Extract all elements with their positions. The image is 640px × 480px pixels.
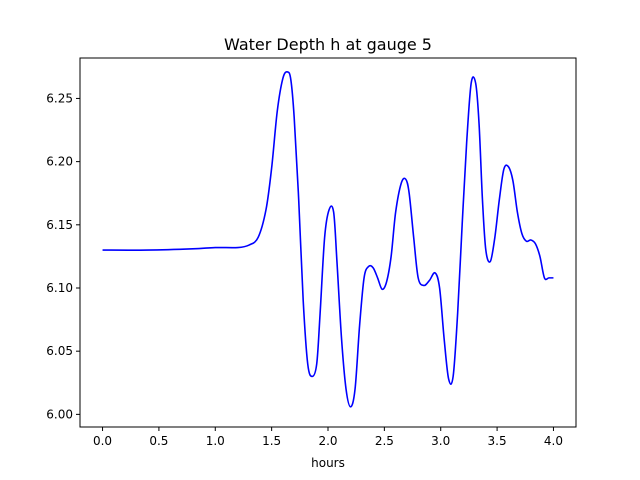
series-line-0 <box>102 71 554 408</box>
x-tick-label: 1.5 <box>262 434 281 448</box>
y-tick-label: 6.10 <box>46 281 73 295</box>
x-tick-label: 2.0 <box>318 434 337 448</box>
y-tick-label: 6.00 <box>46 407 73 421</box>
x-axis: 0.0 0.5 1.0 1.5 2.0 2.5 3.0 3.5 4.0 <box>93 427 563 448</box>
x-tick-label: 1.0 <box>206 434 225 448</box>
y-tick-label: 6.20 <box>46 155 73 169</box>
y-tick-label: 6.05 <box>46 344 73 358</box>
y-tick-label: 6.15 <box>46 218 73 232</box>
x-tick-label: 0.0 <box>93 434 112 448</box>
x-tick-label: 0.5 <box>149 434 168 448</box>
x-tick-label: 2.5 <box>375 434 394 448</box>
y-axis: 6.00 6.05 6.10 6.15 6.20 6.25 <box>46 91 80 421</box>
x-tick-label: 3.0 <box>431 434 450 448</box>
y-tick-label: 6.25 <box>46 91 73 105</box>
chart-title: Water Depth h at gauge 5 <box>224 35 432 54</box>
x-tick-label: 4.0 <box>544 434 563 448</box>
x-tick-label: 3.5 <box>488 434 507 448</box>
plot-area <box>102 71 554 408</box>
x-axis-label: hours <box>311 456 345 470</box>
